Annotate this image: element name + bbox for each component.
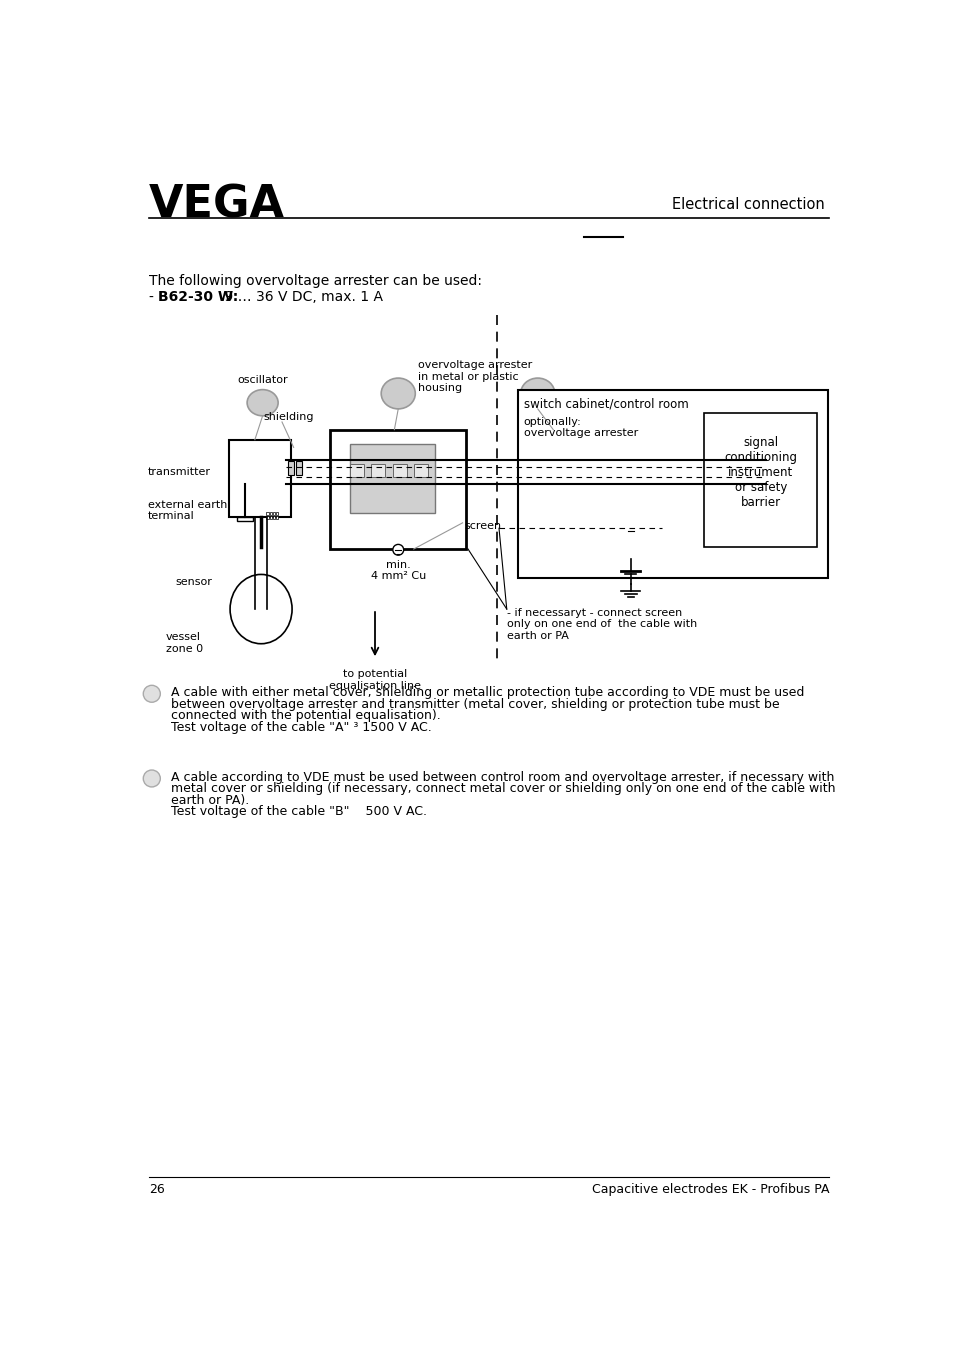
Text: switch cabinet/control room: switch cabinet/control room [523,397,688,410]
Bar [634,468,645,478]
Bar [275,516,278,519]
Bar [266,516,269,519]
Text: Test voltage of the cable "A" ³ 1500 V AC.: Test voltage of the cable "A" ³ 1500 V A… [171,720,432,734]
Text: Electrical connection: Electrical connection [671,198,823,213]
Text: shielding: shielding [263,412,314,421]
Text: - if necessaryt - connect screen
only on one end of  the cable with
earth or PA: - if necessaryt - connect screen only on… [506,608,697,640]
Ellipse shape [230,574,292,643]
Text: external earth
terminal: external earth terminal [148,500,227,521]
Text: Test voltage of the cable "B"    500 V AC.: Test voltage of the cable "B" 500 V AC. [171,806,427,818]
Bar [295,462,302,475]
Bar [517,390,827,578]
Text: oscillator: oscillator [237,375,288,385]
Bar [330,429,465,548]
Bar [275,512,278,515]
Bar [229,440,291,517]
Text: A cable with either metal cover, shielding or metallic protection tube according: A cable with either metal cover, shieldi… [171,686,803,699]
Text: earth or PA).: earth or PA). [171,793,249,807]
Bar [618,468,629,478]
Bar [236,517,253,521]
Text: A cable according to VDE must be used between control room and overvoltage arres: A cable according to VDE must be used be… [171,770,834,784]
Bar [603,468,614,478]
Bar [288,462,294,475]
Bar [350,464,364,477]
Bar [270,512,272,515]
Ellipse shape [520,378,555,409]
Text: -: - [149,290,162,303]
Bar [599,440,661,501]
Bar [603,451,654,494]
Text: Capacitive electrodes EK - Profibus PA: Capacitive electrodes EK - Profibus PA [591,1183,828,1196]
Text: B62-30 W:: B62-30 W: [158,290,238,303]
Bar [273,512,274,515]
Bar [270,516,272,519]
Circle shape [393,544,403,555]
Ellipse shape [381,378,415,409]
Text: The following overvoltage arrester can be used:: The following overvoltage arrester can b… [149,274,481,288]
Text: overvoltage arrester
in metal or plastic
housing: overvoltage arrester in metal or plastic… [417,360,532,393]
Ellipse shape [247,390,278,416]
Circle shape [624,525,636,536]
Text: signal
conditioning
instrument
or safety
barrier: signal conditioning instrument or safety… [723,436,797,509]
Bar [393,464,406,477]
Text: transmitter: transmitter [148,467,211,477]
Ellipse shape [143,685,160,703]
Bar [266,512,269,515]
Text: screen: screen [464,521,500,531]
Text: vessel
zone 0: vessel zone 0 [166,632,203,654]
Text: 26: 26 [149,1183,164,1196]
Bar [703,413,816,547]
Text: between overvoltage arrester and transmitter (metal cover, shielding or protecti: between overvoltage arrester and transmi… [171,697,779,711]
Ellipse shape [143,770,160,787]
Bar [350,444,435,513]
Bar [414,464,427,477]
Text: 9 … 36 V DC, max. 1 A: 9 … 36 V DC, max. 1 A [220,290,382,303]
Bar [371,464,385,477]
Text: to potential
equalisation line: to potential equalisation line [329,669,420,691]
Text: VEGA: VEGA [149,183,284,226]
Bar [273,516,274,519]
Text: optionally:
overvoltage arrester: optionally: overvoltage arrester [523,417,638,439]
Text: metal cover or shielding (if necessary, connect metal cover or shielding only on: metal cover or shielding (if necessary, … [171,783,835,795]
Text: connected with the potential equalisation).: connected with the potential equalisatio… [171,709,440,722]
Text: sensor: sensor [175,577,213,588]
Text: min.
4 mm² Cu: min. 4 mm² Cu [370,559,425,581]
